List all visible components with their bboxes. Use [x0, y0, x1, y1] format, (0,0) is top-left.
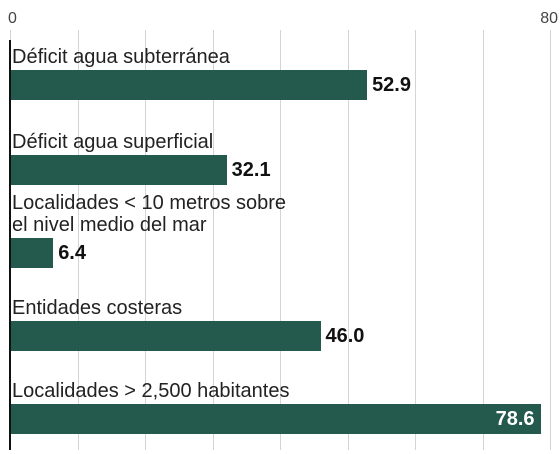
- bar: [10, 321, 321, 351]
- value-label: 52.9: [372, 74, 411, 96]
- category-label: Déficit agua superficial: [12, 131, 214, 153]
- x-tick-label: 80: [540, 10, 558, 27]
- value-label: 32.1: [231, 159, 271, 181]
- value-label: 78.6: [495, 408, 535, 430]
- grid-line: [482, 30, 484, 450]
- bar: [10, 70, 368, 100]
- grid-line: [77, 30, 79, 450]
- value-label: 6.4: [58, 242, 86, 264]
- bar: [10, 404, 541, 434]
- category-label: Déficit agua subterránea: [12, 46, 230, 68]
- grid-line: [145, 30, 146, 450]
- bar: [10, 155, 227, 185]
- grid-line: [347, 30, 349, 450]
- bar: [10, 238, 54, 268]
- category-label: Localidades > 2,500 habitantes: [12, 380, 290, 402]
- x-tick-label: 0: [8, 10, 17, 27]
- grid-line: [212, 30, 214, 450]
- category-label: Entidades costeras: [12, 297, 183, 319]
- grid-line: [550, 30, 551, 450]
- category-label: Localidades < 10 metros sobre el nivel m…: [12, 192, 287, 236]
- y-axis-line: [9, 40, 11, 450]
- grid-line: [415, 30, 416, 450]
- value-label: 46.0: [325, 325, 365, 347]
- grid-line: [280, 30, 281, 450]
